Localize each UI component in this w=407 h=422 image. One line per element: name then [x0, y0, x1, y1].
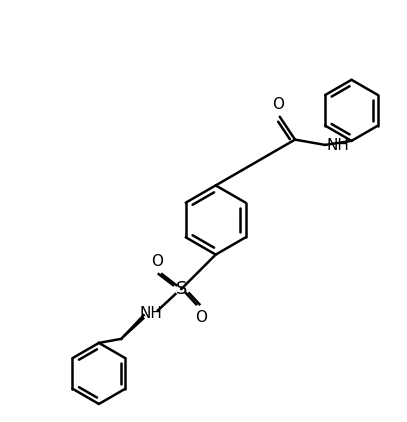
Text: NH: NH: [326, 138, 349, 153]
Text: O: O: [272, 97, 284, 112]
Text: O: O: [195, 310, 208, 325]
Text: NH: NH: [139, 306, 162, 321]
Text: O: O: [151, 254, 163, 269]
Text: S: S: [175, 280, 187, 298]
